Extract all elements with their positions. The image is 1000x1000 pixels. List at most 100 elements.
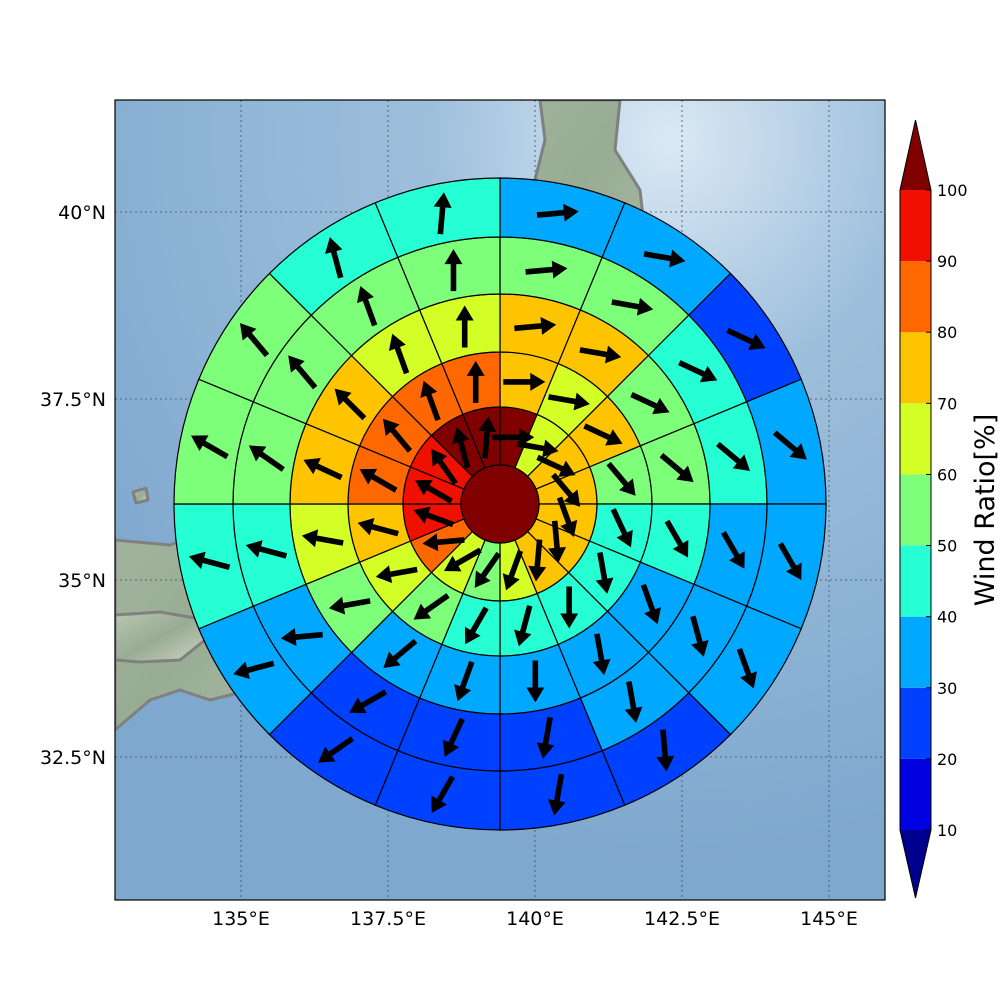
wind-arrow [772,430,807,460]
colorbar-segment [900,687,931,759]
wind-arrow [454,660,475,702]
wind-arrow [420,380,441,422]
wind-arrow [777,542,802,581]
wind-arrow-shape [466,360,485,403]
wind-arrow-shape [474,551,502,588]
wind-arrow-shape [664,519,689,558]
wind-arrow-shape [413,506,454,528]
wind-arrow [444,547,482,572]
wind-arrow [548,520,567,563]
wind-arrow [318,736,355,763]
wind-arrow-shape [536,716,555,759]
wind-arrow [382,418,413,453]
wind-arrow-shape [503,372,546,391]
wind-arrow-shape [548,392,590,411]
lat-tick-label: 35°N [58,570,106,592]
lat-tick-label: 37.5°N [40,389,106,411]
colorbar-tick-label: 50 [937,537,957,556]
wind-arrow [248,445,285,472]
lon-tick-label: 145°E [800,908,858,930]
wind-arrow [303,457,343,481]
land-island-small [131,486,150,505]
wind-arrow [444,249,463,292]
wind-arrow [640,583,662,625]
map-panel [114,99,886,901]
wind-arrow-shape [726,327,766,350]
wind-arrow [551,472,581,507]
wind-arrow-shape [388,333,410,375]
colorbar-segment [900,332,931,404]
wind-arrow-shape [772,430,807,460]
colorbar-tick-label: 30 [937,679,957,698]
wind-arrow [464,606,489,645]
wind-arrow [301,529,344,548]
wind-arrow-shape [610,508,633,548]
wind-arrow [422,533,465,552]
wind-arrow-shape [595,552,614,594]
wind-arrow [492,428,535,447]
wind-arrow-shape [318,736,355,763]
wind-arrow-shape [382,418,413,453]
wind-arrow [536,716,555,759]
wind-arrow [359,468,398,493]
wind-arrow-shape [431,449,458,486]
wind-arrow [451,427,471,469]
wind-arrow-shape [624,681,643,723]
wind-arrow [328,596,371,615]
wind-arrow [595,552,614,594]
colorbar-segment [900,261,931,333]
wind-arrow [191,435,229,460]
wind-arrow [726,327,766,350]
wind-arrow-shape [280,628,323,646]
wind-arrow [556,496,578,537]
colorbar-tick-label: 40 [937,608,957,627]
wind-arrow [431,449,458,486]
wind-arrow [528,539,547,582]
wind-arrow [356,285,378,327]
wind-arrow [413,506,454,528]
colorbar-tick-label: 20 [937,750,957,769]
wind-arrow [514,316,557,335]
wind-arrow-shape [328,596,371,615]
colorbar: 10 20 30 40 50 60 70 80 90 100 [899,119,968,899]
wind-arrow-shape [455,305,474,348]
wind-arrow [349,689,388,714]
wind-arrow [442,717,465,757]
wind-arrow-shape [514,605,533,647]
wind-arrow-shape [528,539,547,582]
colorbar-segment [900,545,931,617]
wind-arrow [288,355,318,390]
colorbar-label: Wind Ratio[%] [970,414,1000,606]
wind-arrow-shape [547,773,566,816]
wind-arrow [245,540,288,559]
wind-arrow-shape [548,520,567,563]
wind-arrow [413,593,450,620]
wind-arrow [474,551,502,588]
wind-arrow [516,439,559,458]
colorbar-segment [900,403,931,475]
wind-arrow-shape [659,453,694,483]
lat-ticks: 40°N 37.5°N 35°N 32.5°N [40,202,106,769]
lon-tick-label: 142.5°E [644,908,720,930]
wind-arrow [560,586,579,629]
wind-arrow-shape [690,615,709,657]
wind-arrow-shape [433,192,452,235]
wind-arrow-shape [514,316,557,335]
wind-arrow [548,392,590,411]
wind-arrow [678,360,718,383]
wind-arrow [415,479,453,504]
colorbar-tick-label: 70 [937,394,957,413]
wind-arrow [716,441,751,471]
wind-rose [173,177,827,831]
wind-arrow-shape [777,542,802,581]
wind-arrow [659,453,694,483]
wind-arrow-shape [191,435,229,460]
wind-arrow-shape [492,428,535,447]
wind-arrow-shape [325,237,344,279]
wind-arrow-shape [301,529,344,548]
wind-arrow [375,565,418,584]
wind-arrow-shape [442,717,465,757]
land-shikoku [115,610,207,664]
wind-arrow [334,388,367,421]
wind-arrow [388,333,410,375]
